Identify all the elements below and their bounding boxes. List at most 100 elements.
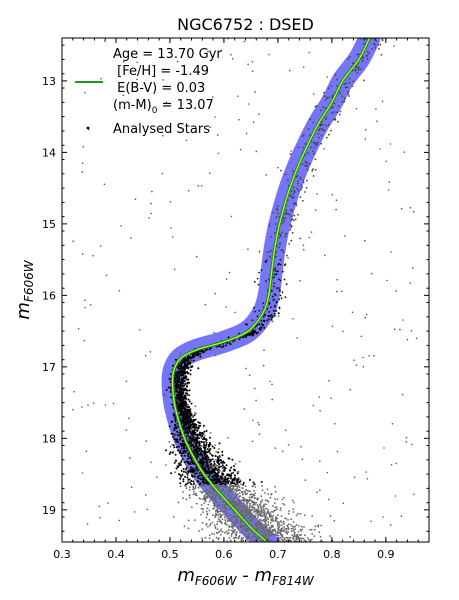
- star-point: [208, 534, 211, 536]
- star-point: [238, 481, 241, 484]
- star-point: [259, 505, 262, 508]
- star-point: [265, 259, 268, 261]
- star-point: [194, 418, 197, 421]
- star-point: [242, 481, 245, 484]
- star-point: [227, 524, 230, 527]
- star-point: [203, 496, 206, 499]
- star-point: [295, 202, 298, 205]
- star-point: [203, 451, 206, 454]
- star-point: [208, 491, 211, 494]
- star-point: [195, 502, 198, 505]
- star-point: [180, 415, 183, 418]
- star-point: [232, 472, 234, 474]
- star-point: [118, 519, 121, 522]
- star-point: [180, 387, 183, 390]
- star-point: [268, 311, 271, 313]
- star-point: [248, 333, 251, 336]
- star-point: [213, 533, 216, 535]
- star-point: [287, 528, 290, 530]
- star-point: [192, 480, 195, 483]
- star-point: [346, 86, 349, 89]
- star-point: [326, 471, 329, 474]
- star-point: [226, 477, 229, 480]
- star-point: [204, 493, 207, 496]
- star-point: [198, 448, 200, 451]
- star-point: [316, 141, 319, 144]
- star-point: [306, 168, 309, 171]
- star-point: [188, 400, 191, 403]
- star-point: [306, 179, 308, 182]
- star-point: [185, 487, 188, 490]
- star-point: [138, 329, 141, 331]
- star-point: [82, 145, 85, 148]
- star-point: [190, 420, 193, 423]
- star-point: [199, 490, 202, 493]
- star-point: [195, 477, 198, 480]
- star-point: [81, 253, 84, 255]
- star-point: [366, 477, 369, 480]
- star-point: [218, 504, 221, 507]
- star-point: [277, 312, 280, 315]
- star-point: [222, 476, 225, 479]
- star-point: [199, 433, 202, 436]
- star-point: [268, 530, 271, 532]
- star-point: [205, 461, 208, 464]
- star-point: [208, 441, 211, 444]
- star-point: [209, 493, 212, 495]
- star-point: [246, 490, 249, 492]
- star-point: [245, 499, 248, 501]
- star-point: [86, 523, 89, 525]
- star-point: [239, 523, 242, 525]
- star-point: [243, 526, 246, 529]
- star-point: [246, 536, 249, 538]
- star-point: [240, 490, 243, 493]
- star-point: [183, 413, 186, 416]
- star-point: [180, 417, 183, 420]
- star-point: [197, 421, 200, 424]
- star-point: [255, 150, 258, 153]
- star-point: [337, 120, 339, 123]
- star-point: [203, 502, 206, 504]
- star-point: [330, 85, 333, 87]
- star-point: [196, 480, 199, 483]
- star-point: [270, 515, 272, 518]
- star-point: [206, 492, 209, 495]
- star-point: [165, 389, 168, 391]
- star-point: [255, 537, 257, 540]
- star-point: [187, 432, 190, 435]
- star-point: [253, 524, 256, 527]
- star-point: [187, 189, 190, 192]
- star-point: [257, 514, 260, 517]
- star-point: [257, 283, 260, 286]
- star-point: [272, 299, 275, 301]
- star-point: [284, 173, 287, 176]
- star-point: [251, 496, 253, 499]
- star-point: [299, 513, 302, 515]
- star-point: [394, 495, 397, 497]
- star-point: [251, 536, 254, 539]
- star-point: [266, 307, 269, 310]
- star-point: [185, 483, 188, 486]
- star-point: [405, 436, 408, 439]
- star-point: [182, 478, 185, 481]
- star-point: [271, 383, 273, 386]
- star-point: [294, 528, 297, 531]
- star-point: [230, 535, 233, 537]
- star-point: [246, 529, 249, 532]
- star-point: [212, 502, 215, 505]
- star-point: [176, 397, 179, 399]
- star-point: [217, 451, 220, 454]
- star-point: [292, 537, 294, 540]
- star-point: [247, 63, 249, 66]
- star-point: [252, 515, 255, 518]
- star-point: [235, 536, 238, 539]
- star-point: [120, 225, 122, 227]
- star-point: [239, 489, 241, 491]
- star-point: [259, 326, 262, 329]
- star-point: [310, 231, 313, 233]
- star-point: [193, 432, 196, 435]
- star-point: [292, 192, 295, 195]
- star-point: [347, 93, 349, 96]
- star-point: [215, 478, 218, 481]
- star-point: [260, 521, 263, 524]
